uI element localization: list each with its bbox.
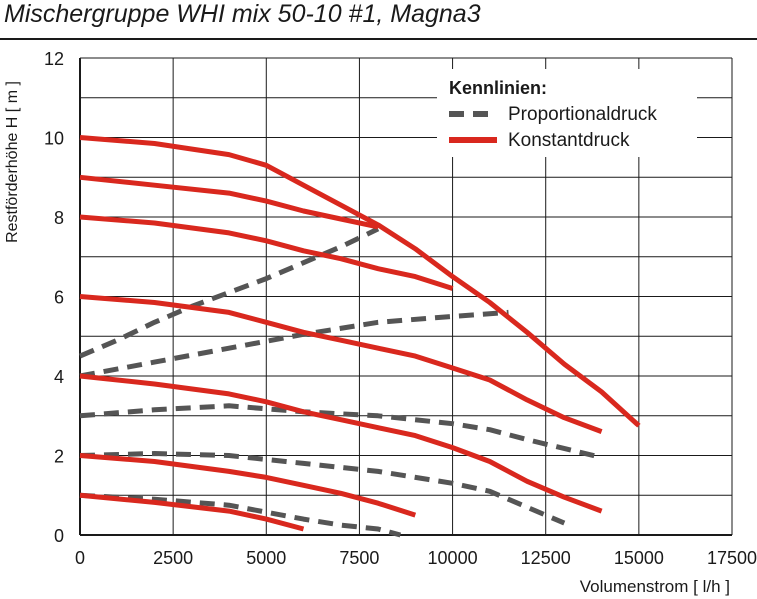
konstantdruck-curve-5 bbox=[79, 373, 603, 514]
konstantdruck-curve-1 bbox=[79, 135, 641, 428]
x-tick-label: 2500 bbox=[153, 548, 193, 568]
konstantdruck-curve-7 bbox=[79, 492, 305, 532]
proportionaldruck-curve-11 bbox=[79, 451, 566, 526]
x-axis-label: Volumenstrom [ l/h ] bbox=[580, 577, 730, 596]
y-tick-label: 0 bbox=[54, 526, 64, 546]
tick-labels: 0 2500 5000 7500 10000 12500 15000 17500 0 2 4 6 8 10… bbox=[44, 49, 757, 568]
legend-label-proportionaldruck: Proportionaldruck bbox=[508, 104, 657, 125]
x-tick-label: 15000 bbox=[614, 548, 664, 568]
x-tick-label: 12500 bbox=[521, 548, 571, 568]
y-tick-label: 10 bbox=[44, 129, 64, 149]
legend: Kennlinien: Proportionaldruck Konstantdr… bbox=[437, 69, 697, 157]
grid bbox=[79, 57, 733, 536]
konstantdruck-curve-6 bbox=[79, 453, 417, 518]
y-axis-label: Restförderhöhe H [ m ] bbox=[4, 81, 21, 243]
y-tick-label: 6 bbox=[54, 288, 64, 308]
konstantdruck-curve-2 bbox=[79, 174, 379, 230]
y-tick-label: 12 bbox=[44, 49, 64, 69]
y-tick-label: 2 bbox=[54, 447, 64, 467]
x-tick-label: 5000 bbox=[246, 548, 286, 568]
proportionaldruck-curve-12 bbox=[79, 492, 402, 538]
y-tick-label: 4 bbox=[54, 367, 64, 387]
x-tick-label: 0 bbox=[75, 548, 85, 568]
x-tick-label: 7500 bbox=[339, 548, 379, 568]
title-divider bbox=[0, 38, 757, 40]
legend-title: Kennlinien: bbox=[449, 78, 547, 98]
legend-label-konstantdruck: Konstantdruck bbox=[508, 130, 630, 151]
x-tick-label: 10000 bbox=[428, 548, 478, 568]
y-tick-label: 8 bbox=[54, 208, 64, 228]
proportionaldruck-curve-10 bbox=[79, 403, 603, 460]
series-layer bbox=[79, 135, 641, 538]
konstantdruck-curve-3 bbox=[79, 214, 454, 291]
x-tick-label: 17500 bbox=[707, 548, 757, 568]
proportionaldruck-curve-8 bbox=[79, 226, 380, 359]
konstantdruck-curve-4 bbox=[79, 294, 603, 434]
chart-title: Mischergruppe WHI mix 50-10 #1, Magna3 bbox=[4, 0, 481, 28]
